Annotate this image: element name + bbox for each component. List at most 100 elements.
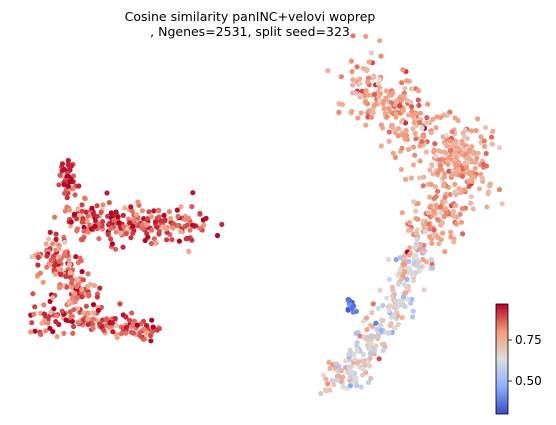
data-point — [431, 147, 437, 153]
data-point — [399, 315, 405, 321]
data-point — [53, 231, 59, 237]
data-point — [397, 298, 403, 304]
data-point — [68, 163, 74, 169]
data-point — [343, 358, 349, 364]
data-point — [80, 277, 86, 283]
data-point — [123, 314, 129, 320]
data-point — [90, 325, 96, 331]
data-point — [168, 215, 174, 221]
data-point — [360, 366, 366, 372]
data-point — [56, 246, 62, 252]
data-point — [404, 78, 410, 84]
data-point — [85, 271, 91, 277]
data-point — [367, 351, 373, 357]
data-point — [52, 263, 58, 269]
data-point — [129, 208, 135, 214]
data-point — [149, 329, 156, 335]
data-point — [406, 265, 412, 271]
data-point — [161, 212, 167, 218]
data-point — [90, 316, 96, 322]
data-point — [127, 220, 133, 226]
data-point — [85, 229, 91, 235]
data-point — [79, 202, 85, 208]
data-point — [414, 236, 420, 242]
data-point — [396, 302, 402, 309]
data-point — [65, 157, 71, 164]
data-point — [68, 314, 74, 320]
data-point — [428, 236, 435, 242]
data-point — [113, 322, 120, 329]
data-point — [377, 287, 383, 293]
data-point — [81, 228, 87, 234]
data-point — [326, 359, 332, 365]
data-point — [453, 203, 459, 209]
data-point — [81, 224, 87, 230]
data-point — [420, 183, 426, 189]
colorbar-tick-label: 0.75 — [515, 333, 542, 347]
data-point — [481, 143, 488, 149]
data-point — [71, 323, 77, 330]
data-point — [356, 359, 362, 365]
data-point — [436, 241, 442, 247]
data-point — [406, 258, 412, 265]
data-point — [381, 341, 387, 347]
data-point — [433, 194, 439, 200]
data-point — [388, 100, 394, 106]
data-point — [441, 174, 447, 180]
data-point — [106, 200, 112, 206]
data-point — [47, 229, 53, 235]
data-point — [45, 320, 51, 326]
data-point — [378, 143, 384, 149]
data-point — [401, 253, 407, 259]
data-point — [29, 320, 35, 326]
data-point — [47, 298, 53, 304]
data-point — [410, 314, 416, 320]
data-point — [147, 332, 154, 339]
data-point — [139, 208, 145, 214]
data-point — [31, 311, 37, 317]
data-point — [72, 290, 78, 296]
data-point — [100, 202, 106, 208]
data-point — [145, 234, 151, 240]
data-point — [410, 278, 417, 284]
data-point — [141, 216, 147, 222]
data-point — [113, 209, 119, 215]
data-point — [408, 300, 414, 306]
data-point — [478, 134, 484, 140]
data-point — [399, 210, 405, 216]
data-point — [383, 95, 389, 101]
data-point — [417, 110, 424, 116]
data-point — [447, 144, 453, 150]
data-point — [413, 136, 419, 142]
data-point — [399, 80, 405, 86]
data-point — [361, 358, 367, 364]
data-point — [103, 317, 109, 323]
data-point — [77, 212, 83, 218]
data-point — [130, 322, 136, 328]
data-point — [67, 261, 73, 268]
data-point — [402, 85, 408, 91]
data-point — [475, 150, 481, 156]
data-point — [346, 298, 352, 304]
data-point — [144, 329, 150, 336]
data-point — [384, 295, 390, 301]
data-point — [86, 292, 92, 299]
data-point — [35, 254, 41, 260]
data-point — [79, 208, 85, 214]
data-point — [442, 199, 448, 205]
data-point — [413, 230, 419, 236]
data-point — [30, 291, 36, 297]
data-point — [148, 240, 154, 247]
data-point — [411, 255, 417, 261]
data-point — [429, 161, 435, 168]
data-point — [429, 265, 436, 271]
data-point — [53, 236, 59, 242]
data-point — [428, 203, 434, 209]
data-point — [153, 240, 159, 246]
data-point — [91, 283, 97, 289]
data-point — [184, 222, 190, 228]
data-point — [69, 277, 75, 283]
data-point — [185, 235, 191, 241]
data-point — [366, 345, 372, 351]
data-point — [151, 236, 157, 242]
